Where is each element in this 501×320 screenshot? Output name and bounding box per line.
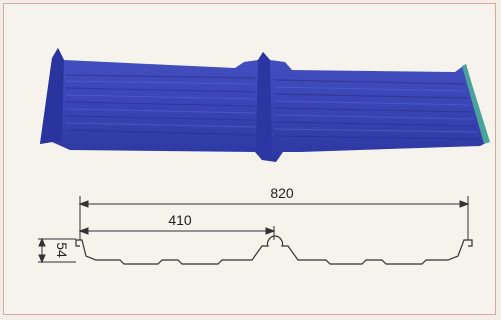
panel-profile (75, 235, 473, 265)
half-width-label: 410 (168, 212, 192, 228)
roof-sheet-illustration (40, 48, 490, 162)
total-width-label: 820 (270, 185, 294, 201)
dimension-lines (38, 196, 470, 264)
left-edge-rib (40, 48, 64, 144)
right-edge-rib (462, 64, 490, 144)
height-label: 54 (54, 242, 70, 258)
center-rib (256, 52, 272, 160)
diagram-frame (3, 3, 496, 315)
